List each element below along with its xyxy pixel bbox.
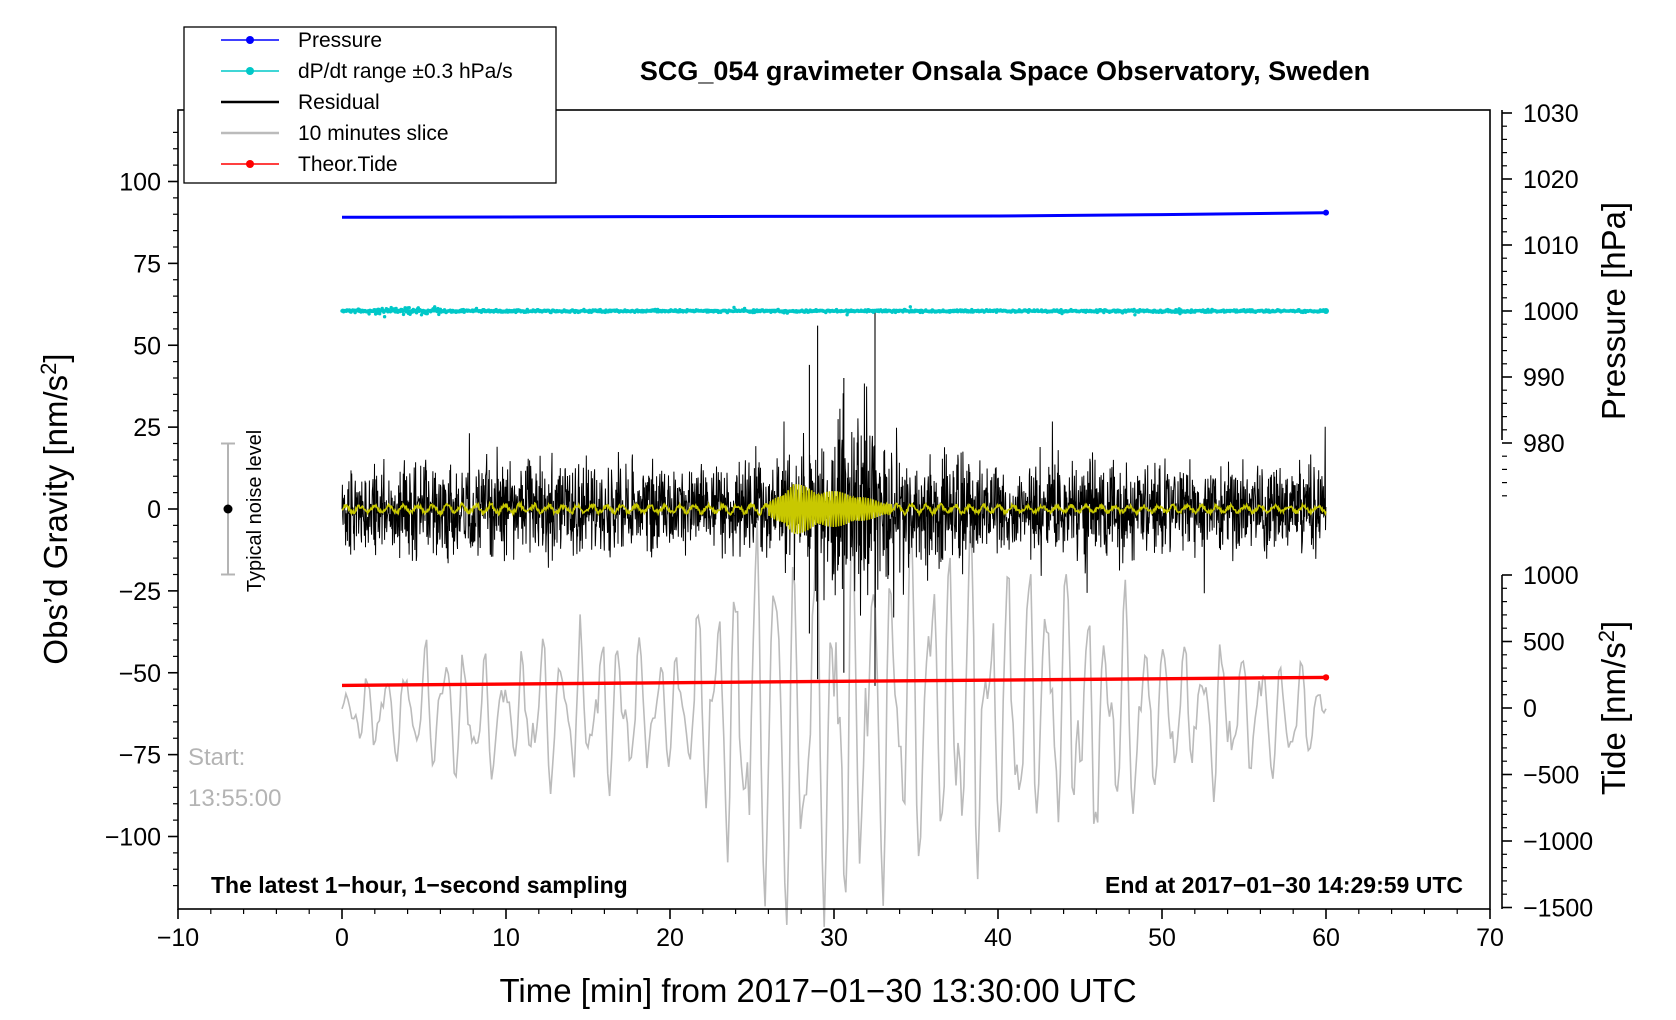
tide-tick-label: −500 [1523,762,1579,790]
pressure-tick-label: 1020 [1523,166,1579,194]
y-left-tick-label: 0 [147,496,161,524]
legend-label-pressure: Pressure [298,29,382,52]
start-label: Start: [188,744,245,771]
noise-bar-dot [223,504,233,514]
y-left-tick-label: −50 [119,660,161,688]
noise-level-indicator: Typical noise level [221,430,266,592]
dpdt-point [401,312,406,317]
dpdt-point [382,315,387,319]
y-axis-label-tide-main: Tide [nm/s [1595,642,1632,795]
y-axis-label-gravity: Obs’d Gravity [nm/s2] [36,353,74,664]
dpdt-point [394,306,398,311]
series-residual [341,383,1327,618]
axes-layer: −10 0 10 20 30 40 50 60 701007550250−25−50−75−10… [105,100,1594,952]
dpdt-point [1133,313,1137,317]
start-time: 13:55:00 [188,785,281,812]
y-left-tick-label: −100 [105,824,161,852]
tide-tick-label: 1000 [1523,562,1579,590]
y-axis-label-pressure: Pressure [hPa] [1595,202,1632,420]
y-left-tick-label: 50 [133,332,161,360]
x-tick-label: 60 [1312,924,1340,952]
legend: Pressure dP/dt range ±0.3 hPa/s Residual 10… [183,26,557,184]
tide-tick-label: −1500 [1523,895,1593,923]
tide-end-marker [1322,674,1330,681]
y-axis-label-tide-end: ] [1595,621,1632,630]
data-layer [340,209,1330,927]
pressure-end-marker [1323,209,1329,216]
series-pressure [341,211,1327,219]
legend-label-theor-tide: Theor.Tide [298,153,398,176]
y-left-tick-label: 25 [133,414,161,442]
y-left-tick-label: 100 [119,169,161,197]
dpdt-point [367,312,371,316]
legend-box [183,26,557,184]
x-tick-label: 30 [820,924,848,952]
pressure-tick-label: 1030 [1523,100,1579,128]
dpdt-point [908,305,912,309]
bottom-right-annotation: End at 2017−01−30 14:29:59 UTC [1105,872,1463,898]
chart-title: SCG_054 gravimeter Onsala Space Observat… [640,56,1370,86]
y-left-tick-label: −25 [119,578,161,606]
y-axis-label-gravity-end: ] [37,353,74,362]
y-left-tick-label: −75 [119,742,161,770]
pressure-tick-label: 1010 [1523,232,1579,260]
pressure-tick-label: 980 [1523,430,1565,458]
pressure-tick-label: 990 [1523,364,1565,392]
dpdt-point [433,305,437,309]
dpdt-point [378,312,382,316]
y-axis-label-tide-sup: 2 [1594,630,1619,642]
legend-marker-pressure [246,36,254,44]
x-tick-label: 0 [335,924,349,952]
y-axis-label-gravity-main: Obs’d Gravity [nm/s [37,375,74,665]
bottom-left-annotation: The latest 1−hour, 1−second sampling [211,872,628,898]
x-tick-label: 50 [1148,924,1176,952]
x-tick-label: −10 [157,924,199,952]
y-axis-label-gravity-sup: 2 [36,363,61,375]
series-10min-slice [341,492,1327,927]
y-left-tick-label: 75 [133,250,161,278]
series-smoothed-residual [341,484,1327,534]
tide-tick-label: 0 [1523,695,1537,723]
legend-label-dpdt: dP/dt range ±0.3 hPa/s [298,60,513,83]
tide-tick-label: −1000 [1523,828,1593,856]
x-tick-label: 70 [1476,924,1504,952]
dpdt-point [425,311,429,316]
x-tick-label: 40 [984,924,1012,952]
dpdt-point [437,312,441,317]
pressure-tick-label: 1000 [1523,298,1579,326]
x-tick-label: 10 [492,924,520,952]
x-tick-label: 20 [656,924,684,952]
x-axis-label: Time [min] from 2017−01−30 13:30:00 UTC [499,972,1136,1009]
legend-marker-theor-tide [246,160,254,168]
series-theor-tide [341,675,1327,688]
legend-marker-dpdt [246,67,254,75]
legend-label-10min-slice: 10 minutes slice [298,122,449,145]
dpdt-point [732,305,736,310]
y-axis-label-tide: Tide [nm/s2] [1594,621,1632,795]
dpdt-point [407,306,411,310]
noise-level-label: Typical noise level [244,430,266,592]
tide-tick-label: 500 [1523,629,1565,657]
legend-label-residual: Residual [298,91,380,114]
